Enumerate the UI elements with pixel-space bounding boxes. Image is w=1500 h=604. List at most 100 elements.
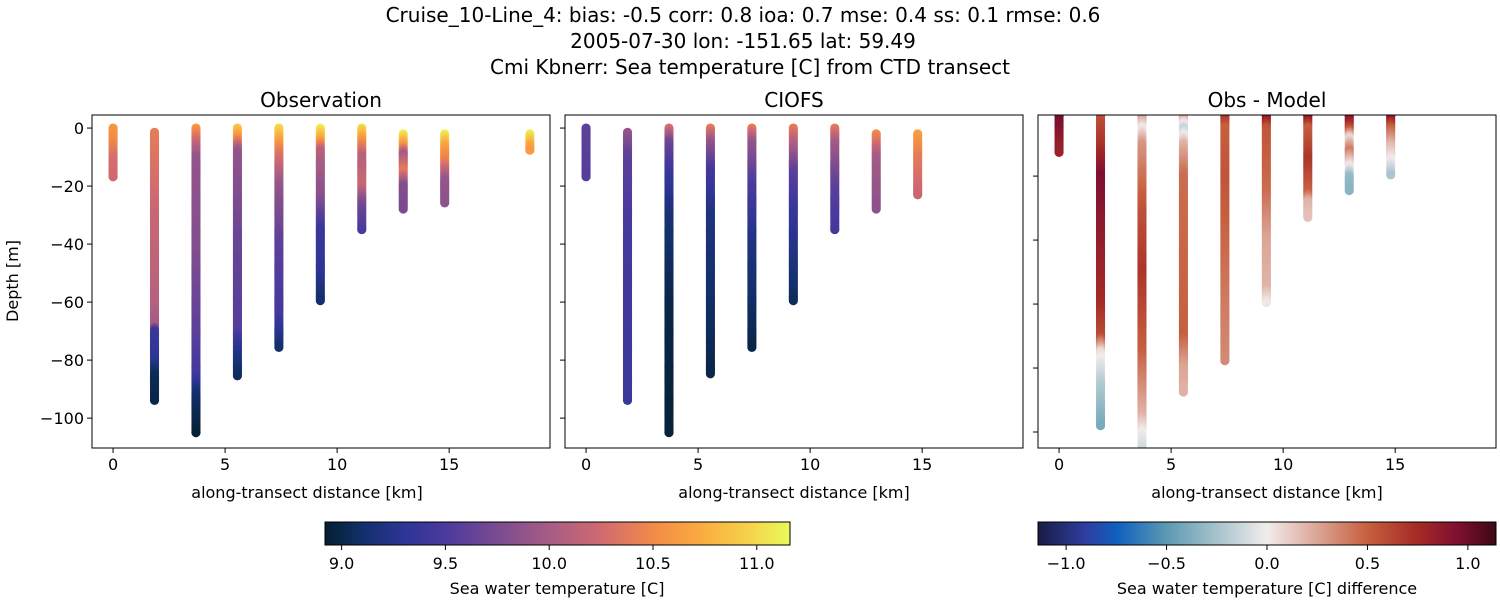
data-point	[398, 204, 408, 214]
data-point	[1303, 212, 1313, 222]
y-tick-label: −80	[50, 351, 84, 370]
profile-12.95	[398, 129, 408, 214]
profile-9.25	[315, 123, 325, 306]
profile-5.55	[232, 123, 243, 381]
profile-5.55	[705, 123, 716, 379]
data-point	[191, 428, 201, 438]
x-tick-label: 15	[912, 455, 932, 474]
data-point	[1137, 445, 1146, 448]
plot-frame	[564, 114, 1024, 449]
panel-ciofs: CIOFS along-transect distance [km] 0 5 10 1…	[560, 88, 1024, 502]
data-point	[747, 342, 757, 352]
data-point	[830, 224, 840, 235]
colorbar-gradient	[324, 521, 791, 546]
y-axis-label: Depth [m]	[3, 240, 22, 322]
panel-title: Observation	[260, 88, 382, 112]
panel-title: Obs - Model	[1208, 88, 1327, 112]
profile-3.7	[191, 123, 201, 438]
data-point	[1386, 170, 1396, 180]
profile-18.6	[525, 129, 535, 155]
data-point	[1140, 447, 1144, 448]
colorbar-label: Sea water temperature [C]	[450, 579, 665, 598]
profile-14.8	[440, 129, 450, 208]
profile-14.8	[1386, 115, 1396, 180]
y-tick-label: −40	[50, 235, 84, 254]
scatter-points	[581, 123, 923, 438]
colorbar-tick-label: 0.0	[1254, 554, 1279, 573]
data-point	[581, 172, 591, 182]
colorbar-tick-label: −0.5	[1147, 554, 1186, 573]
data-point	[1261, 297, 1271, 308]
colorbar-temperature: Sea water temperature [C] 9.0 9.5 10.0 10.5…	[324, 521, 791, 598]
profile-1.85	[149, 127, 160, 406]
profile-1.85	[622, 127, 633, 406]
profile-7.4	[747, 123, 757, 352]
x-tick-label: 10	[327, 455, 347, 474]
x-tick-label: 0	[1054, 455, 1064, 474]
profile-7.4	[1220, 115, 1230, 366]
data-point	[788, 296, 798, 306]
y-tick-label: −60	[50, 293, 84, 312]
profile-3.7	[664, 123, 674, 438]
data-point	[357, 224, 367, 235]
data-point	[108, 172, 118, 182]
colorbar-tick-label: 0.5	[1355, 554, 1380, 573]
panel-observation: Observation along-transect distance [km]…	[3, 88, 551, 502]
x-axis-label: along-transect distance [km]	[191, 483, 422, 502]
colorbar-tick-label: 9.5	[433, 554, 458, 573]
profile-0	[108, 123, 118, 182]
profile-5.55	[1178, 115, 1189, 397]
profile-11.1	[1303, 115, 1313, 222]
figure-title-line-3: Cmi Kbnerr: Sea temperature [C] from CTD…	[490, 55, 1010, 79]
plot-frame	[1037, 114, 1497, 449]
data-point	[622, 395, 633, 406]
profile-0	[581, 123, 591, 182]
colorbar-gradient	[1037, 521, 1497, 546]
data-point	[525, 145, 535, 155]
x-tick-label: 15	[439, 455, 459, 474]
colorbar-label: Sea water temperature [C] difference	[1117, 579, 1417, 598]
data-point	[1137, 452, 1146, 461]
data-point	[913, 190, 923, 200]
figure-title-line-1: Cruise_10-Line_4: bias: -0.5 corr: 0.8 i…	[386, 3, 1101, 27]
profile-3.7	[1137, 115, 1147, 468]
colorbar-tick-label: −1.0	[1047, 554, 1086, 573]
scatter-points	[108, 123, 535, 438]
x-axis-label: along-transect distance [km]	[1151, 483, 1382, 502]
profile-1.85	[1095, 115, 1106, 431]
profile-0	[1054, 115, 1064, 158]
profile-7.4	[274, 123, 284, 352]
colorbar-tick-label: 9.0	[329, 554, 354, 573]
data-point	[1220, 356, 1230, 366]
y-tick-label: 0	[74, 119, 84, 138]
data-point	[871, 204, 881, 214]
x-tick-label: 5	[693, 455, 703, 474]
data-point	[1178, 387, 1189, 397]
colorbar-tick-label: 10.5	[635, 554, 671, 573]
x-tick-label: 10	[800, 455, 820, 474]
data-point	[274, 342, 284, 352]
data-point	[440, 198, 450, 208]
data-point	[149, 395, 160, 406]
data-point	[315, 296, 325, 306]
data-point	[664, 428, 674, 438]
x-tick-label: 10	[1273, 455, 1293, 474]
profile-11.1	[357, 123, 367, 235]
scatter-points	[1054, 115, 1396, 468]
colorbar-tick-label: 11.0	[739, 554, 775, 573]
y-tick-label: −20	[50, 177, 84, 196]
data-point	[1095, 421, 1106, 431]
figure-title-line-2: 2005-07-30 lon: -151.65 lat: 59.49	[570, 29, 916, 53]
x-tick-label: 0	[108, 455, 118, 474]
x-tick-label: 5	[220, 455, 230, 474]
y-tick-label: −100	[40, 409, 84, 428]
plot-frame	[91, 114, 551, 449]
x-axis-label: along-transect distance [km]	[678, 483, 909, 502]
profile-14.8	[913, 129, 923, 200]
data-point	[1137, 459, 1146, 468]
profile-11.1	[830, 123, 840, 235]
data-point	[232, 371, 243, 381]
colorbar-tick-label: 10.0	[531, 554, 567, 573]
panel-title: CIOFS	[764, 88, 823, 112]
panel-obs-minus-model: Obs - Model along-transect distance [km]…	[1033, 88, 1497, 502]
